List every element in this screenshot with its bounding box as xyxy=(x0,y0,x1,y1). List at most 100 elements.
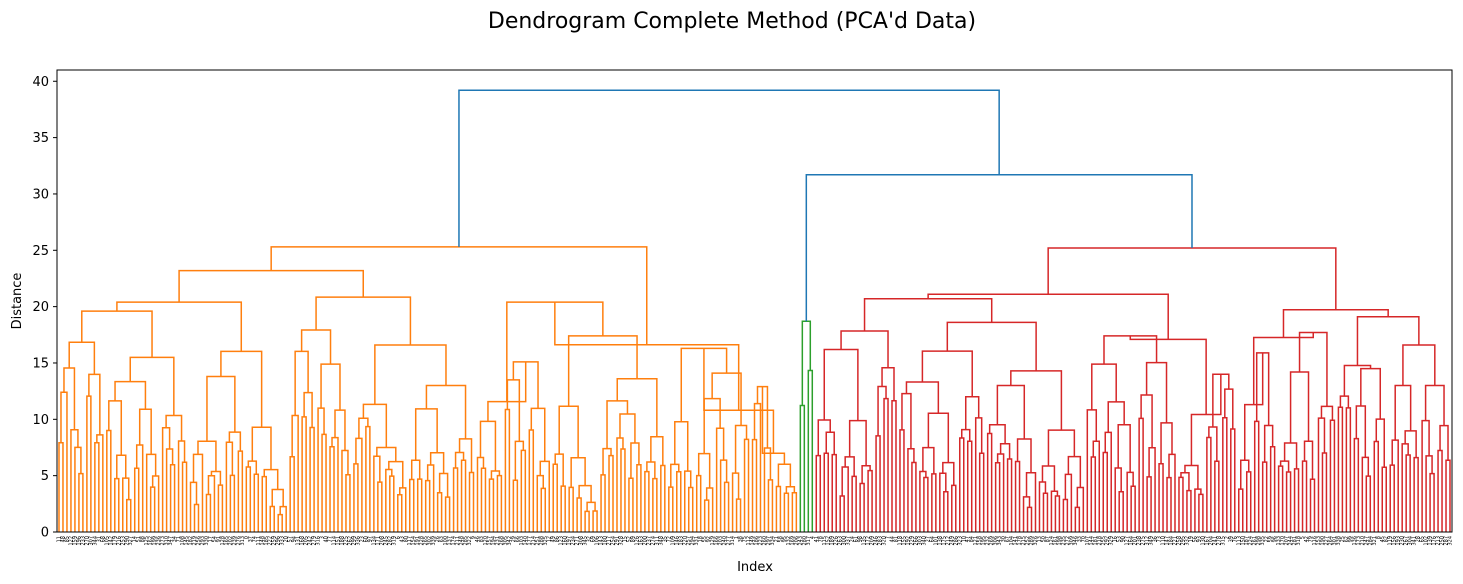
leaf-label: 101 xyxy=(933,536,939,546)
dendrogram-link xyxy=(1130,485,1136,532)
leaf-label: 304 xyxy=(1408,536,1414,546)
leaf-label: 71 xyxy=(176,536,182,542)
dendrogram-link xyxy=(986,432,993,532)
dendrogram-link xyxy=(1309,478,1316,532)
dendrogram-link xyxy=(999,442,1011,460)
leaf-label: 37 xyxy=(248,536,254,542)
dendrogram-link xyxy=(374,344,447,405)
dendrogram-link xyxy=(458,89,1000,247)
dendrogram-link xyxy=(426,464,435,532)
leaf-label: 344 xyxy=(92,536,98,546)
dendrogram-link xyxy=(1222,417,1228,532)
leaf-label: 348 xyxy=(658,536,664,546)
leaf-label: 149 xyxy=(750,536,756,546)
y-tick-label: 25 xyxy=(32,244,49,259)
leaf-label: 122 xyxy=(68,536,74,546)
dendrogram-link xyxy=(703,499,710,532)
dendrogram-link xyxy=(1041,465,1056,492)
leaf-label: 269 xyxy=(989,536,995,546)
leaf-label: 120 xyxy=(483,536,489,546)
leaf-label: 105 xyxy=(104,536,110,546)
dendrogram-link xyxy=(901,392,912,449)
leaf-label: 276 xyxy=(236,536,242,546)
leaf-label: 132 xyxy=(786,536,792,546)
leaf-label: 186 xyxy=(754,536,760,546)
dendrogram-link xyxy=(1160,422,1173,464)
leaf-label: 8 xyxy=(1376,536,1382,539)
dendrogram-link xyxy=(959,437,965,532)
leaf-label: 93 xyxy=(1196,536,1202,542)
leaf-label: 6 xyxy=(395,536,401,539)
leaf-label: 316 xyxy=(316,536,322,546)
leaf-label: 301 xyxy=(1332,536,1338,546)
y-tick-label: 20 xyxy=(32,300,49,315)
dendrogram-link xyxy=(1289,371,1310,444)
dendrogram-link xyxy=(126,498,132,532)
leaf-label: 64 xyxy=(929,536,935,542)
dendrogram-link xyxy=(1214,460,1220,532)
leaf-label: 113 xyxy=(1236,536,1242,546)
dendrogram-link xyxy=(138,408,152,455)
dendrogram-link xyxy=(135,444,144,532)
leaf-label: 232 xyxy=(985,536,991,546)
leaf-label: 320 xyxy=(882,536,888,546)
leaf-label: 219 xyxy=(192,536,198,546)
leaf-label: 68 xyxy=(100,536,106,542)
dendrogram-link xyxy=(94,441,100,532)
leaf-label: 220 xyxy=(682,536,688,546)
y-tick-label: 40 xyxy=(32,75,49,90)
dendrogram-link xyxy=(592,510,598,532)
leaf-label: 125 xyxy=(144,536,150,546)
leaf-label: 62 xyxy=(1344,536,1350,542)
dendrogram-link xyxy=(189,481,198,532)
dendrogram-link xyxy=(1208,426,1218,462)
leaf-label: 110 xyxy=(1161,536,1167,546)
leaf-label: 136 xyxy=(1352,536,1358,546)
leaf-label: 268 xyxy=(499,536,505,546)
leaf-label: 203 xyxy=(718,536,724,546)
dendrogram-link xyxy=(1282,308,1389,338)
dendrogram-link xyxy=(996,384,1026,440)
dendrogram-link xyxy=(178,269,364,303)
dendrogram-link xyxy=(554,453,564,487)
leaf-label: 29 xyxy=(511,536,517,542)
y-axis: 0 5 10 15 20 25 30 35 40 xyxy=(32,75,57,541)
dendrogram-link xyxy=(670,463,680,488)
leaf-label: 11 xyxy=(56,536,62,542)
leaf-label: 85 xyxy=(64,536,70,542)
dendrogram-link xyxy=(867,469,873,532)
leaf-label: 127 xyxy=(1125,536,1131,546)
leaf-label: 260 xyxy=(762,536,768,546)
dendrogram-link xyxy=(1439,424,1449,461)
leaf-label: 212 xyxy=(945,536,951,546)
leaf-label: 162 xyxy=(148,536,154,546)
leaf-label: 54 xyxy=(212,536,218,542)
leaf-label: 32 xyxy=(587,536,593,542)
leaf-label: 307 xyxy=(88,536,94,546)
dendrogram-link xyxy=(169,463,176,532)
leaf-label: 51 xyxy=(136,536,142,542)
dendrogram-link xyxy=(628,477,634,532)
leaf-label: 341 xyxy=(1412,536,1418,546)
leaf-label: 151 xyxy=(335,536,341,546)
dendrogram-link xyxy=(823,348,859,421)
dendrogram-link xyxy=(271,488,284,507)
dendrogram-link xyxy=(1277,465,1284,532)
leaf-label: 267 xyxy=(1404,536,1410,546)
dendrogram-link xyxy=(791,492,798,532)
leaf-label: 77 xyxy=(328,536,334,542)
leaf-label: 331 xyxy=(694,536,700,546)
leaf-label: 215 xyxy=(1021,536,1027,546)
dendrogram-link xyxy=(106,429,112,532)
dendrogram-link xyxy=(815,454,822,532)
y-tick-label: 10 xyxy=(32,413,49,428)
dendrogram-link xyxy=(1107,401,1125,433)
dendrogram-link xyxy=(859,482,865,532)
dendrogram-link xyxy=(341,449,349,532)
dendrogram-link xyxy=(116,454,127,479)
dendrogram-link xyxy=(114,380,147,410)
leaf-label: 53 xyxy=(1117,536,1123,542)
leaf-label: 80 xyxy=(403,536,409,542)
leaf-label: 299 xyxy=(351,536,357,546)
leaf-label: 59 xyxy=(1268,536,1274,542)
